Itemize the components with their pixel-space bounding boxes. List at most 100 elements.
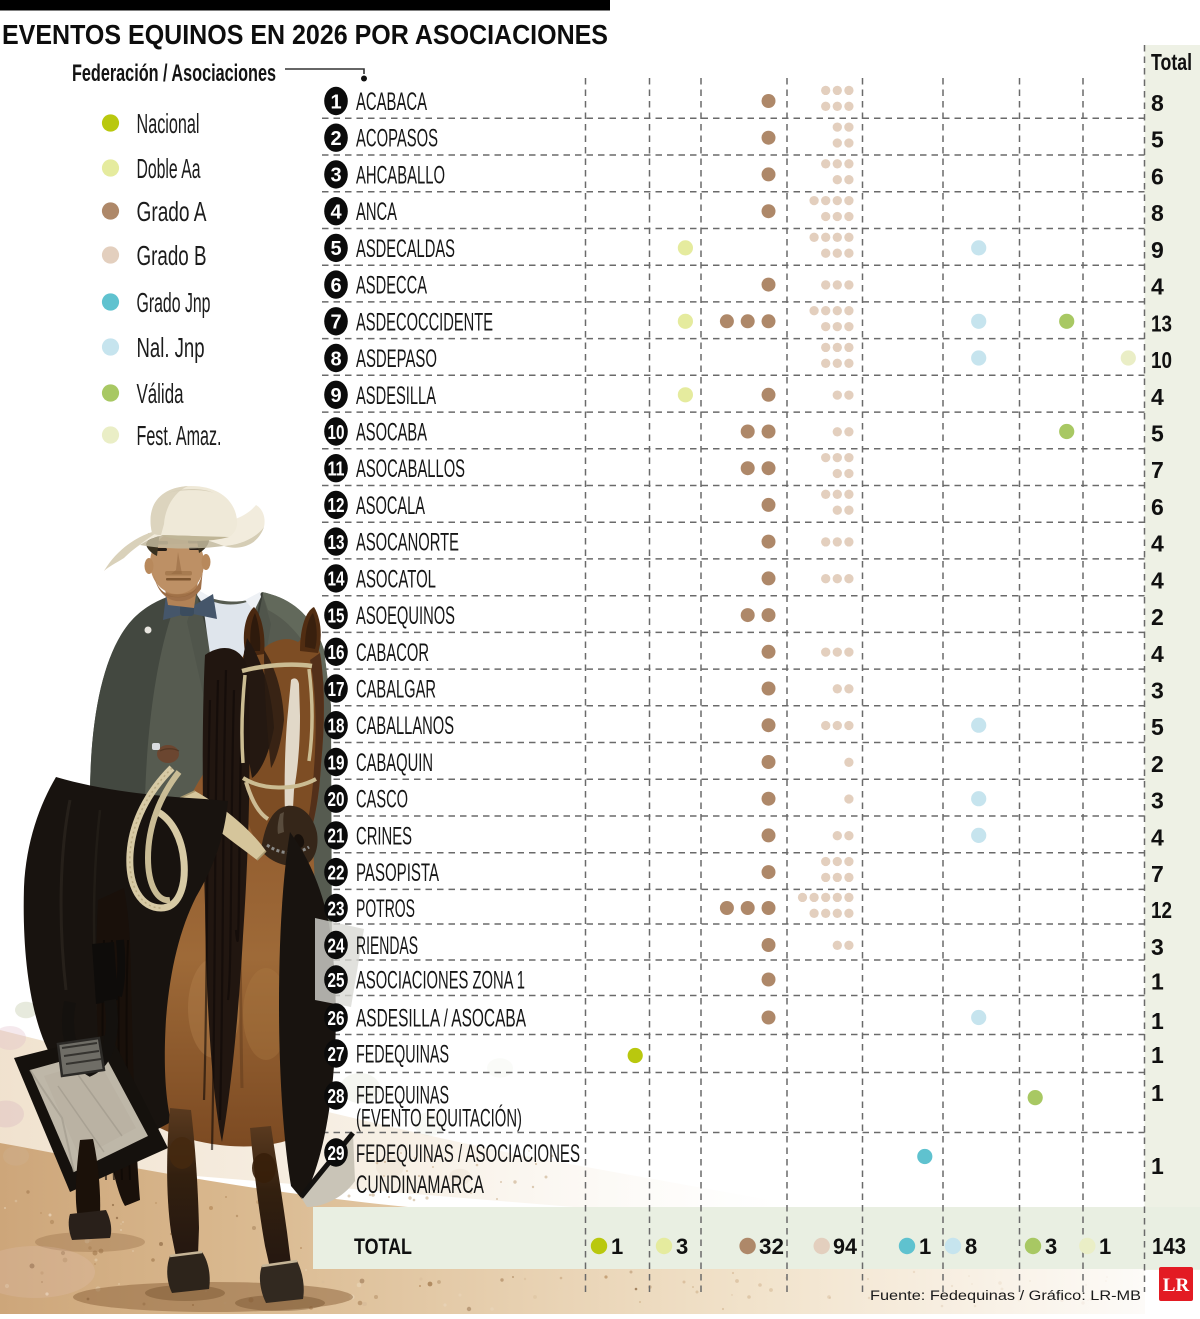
svg-text:13: 13 xyxy=(328,532,345,554)
svg-text:1: 1 xyxy=(1151,1080,1164,1106)
svg-text:PASOPISTA: PASOPISTA xyxy=(356,859,439,887)
svg-text:CABALLANOS: CABALLANOS xyxy=(356,712,454,740)
svg-text:Nacional: Nacional xyxy=(137,108,200,139)
svg-text:RIENDAS: RIENDAS xyxy=(356,932,418,960)
svg-text:9: 9 xyxy=(1151,237,1164,263)
svg-text:94: 94 xyxy=(833,1234,858,1259)
svg-text:1: 1 xyxy=(1099,1234,1111,1259)
svg-text:20: 20 xyxy=(328,789,345,811)
svg-text:CABAQUIN: CABAQUIN xyxy=(356,749,433,777)
svg-text:1: 1 xyxy=(1151,969,1164,995)
svg-text:ASOEQUINOS: ASOEQUINOS xyxy=(356,602,455,630)
svg-text:ASDECCA: ASDECCA xyxy=(356,272,427,300)
svg-text:(EVENTO EQUITACIÓN): (EVENTO EQUITACIÓN) xyxy=(356,1104,522,1133)
svg-text:4: 4 xyxy=(1151,824,1164,850)
svg-text:Grado B: Grado B xyxy=(137,240,207,271)
svg-text:19: 19 xyxy=(328,752,345,774)
svg-text:ACABACA: ACABACA xyxy=(356,88,427,116)
svg-text:2: 2 xyxy=(1151,751,1164,777)
svg-text:Fest. Amaz.: Fest. Amaz. xyxy=(137,420,222,451)
svg-text:21: 21 xyxy=(328,826,345,848)
svg-text:Doble Aa: Doble Aa xyxy=(137,153,201,184)
svg-text:1: 1 xyxy=(919,1234,931,1259)
svg-text:29: 29 xyxy=(328,1143,345,1165)
svg-text:12: 12 xyxy=(1151,897,1172,923)
svg-text:1: 1 xyxy=(1151,1153,1164,1179)
svg-text:32: 32 xyxy=(759,1234,784,1259)
svg-text:1: 1 xyxy=(1151,1008,1164,1034)
svg-text:Grado A: Grado A xyxy=(137,196,207,227)
svg-text:ASDESILLA: ASDESILLA xyxy=(356,382,436,410)
svg-text:6: 6 xyxy=(1151,163,1164,189)
svg-text:4: 4 xyxy=(1151,274,1164,300)
svg-text:ACOPASOS: ACOPASOS xyxy=(356,125,438,153)
svg-text:CABALGAR: CABALGAR xyxy=(356,676,436,704)
svg-text:7: 7 xyxy=(330,312,341,334)
svg-text:5: 5 xyxy=(1151,127,1164,153)
svg-text:5: 5 xyxy=(1151,421,1164,447)
svg-text:10: 10 xyxy=(1151,347,1172,373)
svg-text:POTROS: POTROS xyxy=(356,895,415,923)
svg-text:12: 12 xyxy=(328,495,345,517)
svg-text:7: 7 xyxy=(1151,861,1164,887)
svg-text:5: 5 xyxy=(1151,714,1164,740)
svg-text:ASDECALDAS: ASDECALDAS xyxy=(356,235,455,263)
svg-text:2: 2 xyxy=(330,128,341,150)
svg-text:LR: LR xyxy=(1163,1275,1190,1296)
svg-text:13: 13 xyxy=(1151,310,1172,336)
svg-text:27: 27 xyxy=(328,1044,345,1066)
svg-text:11: 11 xyxy=(328,459,345,481)
svg-text:ASOCANORTE: ASOCANORTE xyxy=(356,529,459,557)
svg-text:8: 8 xyxy=(330,348,341,370)
svg-text:18: 18 xyxy=(328,716,345,738)
svg-text:CABACOR: CABACOR xyxy=(356,639,429,667)
svg-text:FEDEQUINAS / ASOCIACIONES: FEDEQUINAS / ASOCIACIONES xyxy=(356,1140,580,1168)
svg-text:Federación / Asociaciones: Federación / Asociaciones xyxy=(72,60,276,87)
svg-text:TOTAL: TOTAL xyxy=(354,1234,412,1259)
svg-text:8: 8 xyxy=(1151,90,1164,116)
svg-text:4: 4 xyxy=(1151,531,1164,557)
svg-text:1: 1 xyxy=(611,1234,623,1259)
svg-text:24: 24 xyxy=(328,935,346,957)
svg-text:ASOCALA: ASOCALA xyxy=(356,492,425,520)
svg-text:143: 143 xyxy=(1152,1233,1186,1259)
svg-text:1: 1 xyxy=(330,91,341,113)
svg-text:4: 4 xyxy=(330,202,342,224)
svg-text:16: 16 xyxy=(328,642,345,664)
svg-text:23: 23 xyxy=(328,898,345,920)
svg-text:CUNDINAMARCA: CUNDINAMARCA xyxy=(356,1171,484,1199)
svg-text:5: 5 xyxy=(330,238,341,260)
svg-text:26: 26 xyxy=(328,1008,345,1030)
svg-text:3: 3 xyxy=(1151,678,1164,704)
svg-text:Grado Jnp: Grado Jnp xyxy=(137,287,211,318)
svg-text:ASDEPASO: ASDEPASO xyxy=(356,345,437,373)
svg-text:EVENTOS EQUINOS EN 2026 POR AS: EVENTOS EQUINOS EN 2026 POR ASOCIACIONES xyxy=(2,19,608,50)
svg-text:9: 9 xyxy=(330,385,341,407)
svg-text:6: 6 xyxy=(330,275,341,297)
svg-text:AHCABALLO: AHCABALLO xyxy=(356,161,445,189)
svg-text:2: 2 xyxy=(1151,604,1164,630)
svg-text:3: 3 xyxy=(1151,788,1164,814)
svg-text:Total: Total xyxy=(1151,49,1192,75)
svg-text:ASDECOCCIDENTE: ASDECOCCIDENTE xyxy=(356,308,493,336)
svg-text:Válida: Válida xyxy=(137,378,184,409)
svg-text:Nal. Jnp: Nal. Jnp xyxy=(137,332,205,363)
svg-text:1: 1 xyxy=(1151,1042,1164,1068)
svg-text:4: 4 xyxy=(1151,384,1164,410)
svg-text:FEDEQUINAS: FEDEQUINAS xyxy=(356,1041,449,1069)
svg-text:8: 8 xyxy=(965,1234,977,1259)
svg-text:15: 15 xyxy=(328,605,345,627)
svg-text:3: 3 xyxy=(330,165,341,187)
svg-text:ANCA: ANCA xyxy=(356,198,397,226)
svg-text:22: 22 xyxy=(328,862,345,884)
svg-text:10: 10 xyxy=(328,422,345,444)
svg-text:CRINES: CRINES xyxy=(356,822,412,850)
svg-text:3: 3 xyxy=(676,1234,688,1259)
svg-text:ASOCABALLOS: ASOCABALLOS xyxy=(356,455,465,483)
svg-text:14: 14 xyxy=(328,569,346,591)
svg-text:4: 4 xyxy=(1151,641,1164,667)
svg-text:ASDESILLA / ASOCABA: ASDESILLA / ASOCABA xyxy=(356,1005,526,1033)
svg-text:4: 4 xyxy=(1151,567,1164,593)
svg-text:7: 7 xyxy=(1151,457,1164,483)
svg-text:25: 25 xyxy=(328,970,345,992)
